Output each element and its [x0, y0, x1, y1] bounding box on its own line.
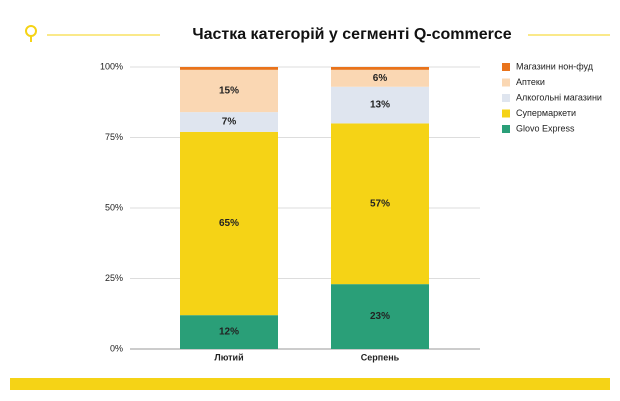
bar-segment [180, 67, 278, 70]
legend-label: Магазини нон-фуд [516, 61, 594, 71]
bulb-icon [25, 25, 37, 42]
bar-segment [331, 123, 429, 285]
legend-swatch [502, 125, 510, 133]
legend-swatch [502, 109, 510, 118]
legend-swatch [502, 94, 510, 102]
bar-segment [180, 69, 278, 113]
value-label: 57% [370, 198, 390, 209]
bar-segment [180, 315, 278, 349]
y-tick-label: 25% [105, 273, 123, 283]
value-label: 65% [219, 218, 239, 229]
bar-segment [331, 284, 429, 349]
legend-label: Glovo Express [516, 123, 575, 133]
legend-label: Аптеки [516, 77, 545, 87]
value-label: 13% [370, 100, 390, 111]
x-tick-label: Серпень [361, 352, 400, 362]
bar-segment [180, 112, 278, 132]
legend-label: Супермаркети [516, 108, 576, 118]
value-label: 7% [222, 117, 237, 128]
x-tick-label: Лютий [214, 352, 243, 362]
y-tick-label: 50% [105, 202, 123, 212]
value-label: 15% [219, 86, 239, 97]
bar-segment [331, 86, 429, 124]
chart-title: Частка категорій у сегменті Q-commerce [192, 26, 511, 43]
y-tick-label: 100% [100, 61, 123, 71]
bar-segment [331, 69, 429, 87]
legend-swatch [502, 63, 510, 71]
bar-segment [331, 67, 429, 70]
legend-label: Алкогольні магазини [516, 92, 602, 102]
value-label: 12% [219, 327, 239, 338]
legend-swatch [502, 78, 510, 87]
y-tick-label: 0% [110, 343, 123, 353]
bar-segment [180, 131, 278, 316]
value-label: 6% [373, 73, 388, 84]
value-label: 23% [370, 311, 390, 322]
footer-band [10, 378, 610, 390]
y-tick-label: 75% [105, 132, 123, 142]
